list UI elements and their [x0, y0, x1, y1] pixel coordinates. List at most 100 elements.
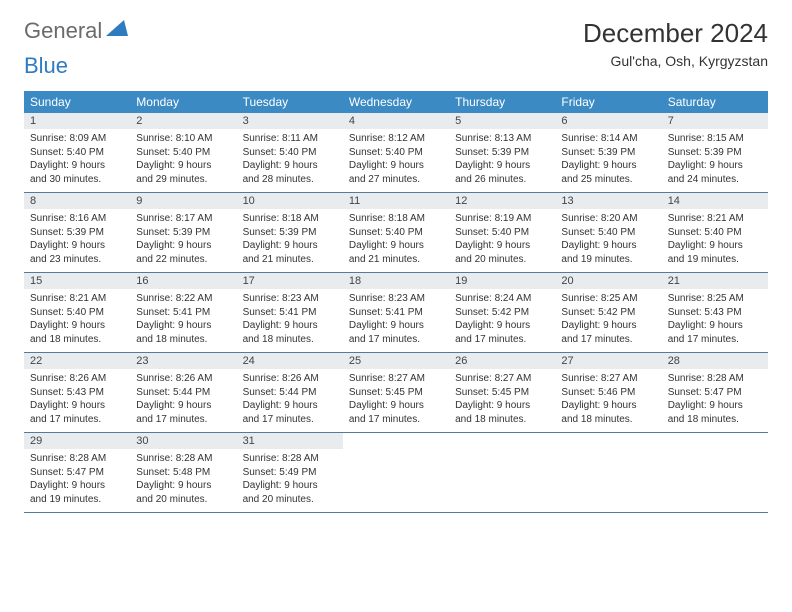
calendar-day-cell: 12Sunrise: 8:19 AMSunset: 5:40 PMDayligh…: [449, 193, 555, 273]
day-details: Sunrise: 8:26 AMSunset: 5:43 PMDaylight:…: [24, 369, 130, 432]
day-details: Sunrise: 8:17 AMSunset: 5:39 PMDaylight:…: [130, 209, 236, 272]
day-number: 4: [343, 113, 449, 129]
day-number: 9: [130, 193, 236, 209]
day-details: Sunrise: 8:19 AMSunset: 5:40 PMDaylight:…: [449, 209, 555, 272]
logo-triangle-icon: [106, 20, 128, 43]
day-number: 16: [130, 273, 236, 289]
day-header: Friday: [555, 91, 661, 113]
day-details: Sunrise: 8:14 AMSunset: 5:39 PMDaylight:…: [555, 129, 661, 192]
day-details: Sunrise: 8:18 AMSunset: 5:39 PMDaylight:…: [237, 209, 343, 272]
day-details: Sunrise: 8:28 AMSunset: 5:47 PMDaylight:…: [24, 449, 130, 512]
day-number: 10: [237, 193, 343, 209]
day-details: Sunrise: 8:24 AMSunset: 5:42 PMDaylight:…: [449, 289, 555, 352]
day-number: 31: [237, 433, 343, 449]
calendar-week-row: 1Sunrise: 8:09 AMSunset: 5:40 PMDaylight…: [24, 113, 768, 193]
day-details: Sunrise: 8:28 AMSunset: 5:47 PMDaylight:…: [662, 369, 768, 432]
calendar-day-cell: 5Sunrise: 8:13 AMSunset: 5:39 PMDaylight…: [449, 113, 555, 193]
day-number: 15: [24, 273, 130, 289]
calendar-day-cell: 14Sunrise: 8:21 AMSunset: 5:40 PMDayligh…: [662, 193, 768, 273]
day-details: Sunrise: 8:25 AMSunset: 5:43 PMDaylight:…: [662, 289, 768, 352]
calendar-day-cell: 16Sunrise: 8:22 AMSunset: 5:41 PMDayligh…: [130, 273, 236, 353]
calendar-day-cell: 8Sunrise: 8:16 AMSunset: 5:39 PMDaylight…: [24, 193, 130, 273]
calendar-day-cell: 25Sunrise: 8:27 AMSunset: 5:45 PMDayligh…: [343, 353, 449, 433]
day-header: Wednesday: [343, 91, 449, 113]
calendar-day-cell: 10Sunrise: 8:18 AMSunset: 5:39 PMDayligh…: [237, 193, 343, 273]
day-details: Sunrise: 8:26 AMSunset: 5:44 PMDaylight:…: [130, 369, 236, 432]
day-header: Monday: [130, 91, 236, 113]
day-details: Sunrise: 8:11 AMSunset: 5:40 PMDaylight:…: [237, 129, 343, 192]
day-details: Sunrise: 8:28 AMSunset: 5:49 PMDaylight:…: [237, 449, 343, 512]
calendar-body: 1Sunrise: 8:09 AMSunset: 5:40 PMDaylight…: [24, 113, 768, 513]
day-header: Tuesday: [237, 91, 343, 113]
day-number: 25: [343, 353, 449, 369]
day-number: 27: [555, 353, 661, 369]
calendar-day-cell: 6Sunrise: 8:14 AMSunset: 5:39 PMDaylight…: [555, 113, 661, 193]
calendar-day-cell: 15Sunrise: 8:21 AMSunset: 5:40 PMDayligh…: [24, 273, 130, 353]
day-number: 29: [24, 433, 130, 449]
calendar-day-cell: 23Sunrise: 8:26 AMSunset: 5:44 PMDayligh…: [130, 353, 236, 433]
calendar-day-cell: 19Sunrise: 8:24 AMSunset: 5:42 PMDayligh…: [449, 273, 555, 353]
day-details: Sunrise: 8:22 AMSunset: 5:41 PMDaylight:…: [130, 289, 236, 352]
logo-text-blue: Blue: [24, 53, 768, 79]
calendar-day-cell: 2Sunrise: 8:10 AMSunset: 5:40 PMDaylight…: [130, 113, 236, 193]
calendar-table: Sunday Monday Tuesday Wednesday Thursday…: [24, 91, 768, 513]
day-header: Sunday: [24, 91, 130, 113]
day-details: Sunrise: 8:27 AMSunset: 5:46 PMDaylight:…: [555, 369, 661, 432]
day-details: Sunrise: 8:23 AMSunset: 5:41 PMDaylight:…: [343, 289, 449, 352]
day-number: 24: [237, 353, 343, 369]
calendar-day-cell: 9Sunrise: 8:17 AMSunset: 5:39 PMDaylight…: [130, 193, 236, 273]
day-number: 26: [449, 353, 555, 369]
calendar-week-row: 8Sunrise: 8:16 AMSunset: 5:39 PMDaylight…: [24, 193, 768, 273]
day-number: 7: [662, 113, 768, 129]
day-details: Sunrise: 8:27 AMSunset: 5:45 PMDaylight:…: [343, 369, 449, 432]
calendar-week-row: 29Sunrise: 8:28 AMSunset: 5:47 PMDayligh…: [24, 433, 768, 513]
day-number: 14: [662, 193, 768, 209]
day-details: Sunrise: 8:16 AMSunset: 5:39 PMDaylight:…: [24, 209, 130, 272]
day-number: 17: [237, 273, 343, 289]
day-header-row: Sunday Monday Tuesday Wednesday Thursday…: [24, 91, 768, 113]
day-number: 30: [130, 433, 236, 449]
logo-text-general: General: [24, 18, 102, 44]
day-details: Sunrise: 8:10 AMSunset: 5:40 PMDaylight:…: [130, 129, 236, 192]
day-details: Sunrise: 8:15 AMSunset: 5:39 PMDaylight:…: [662, 129, 768, 192]
calendar-day-cell: 24Sunrise: 8:26 AMSunset: 5:44 PMDayligh…: [237, 353, 343, 433]
calendar-day-cell: 7Sunrise: 8:15 AMSunset: 5:39 PMDaylight…: [662, 113, 768, 193]
day-details: Sunrise: 8:25 AMSunset: 5:42 PMDaylight:…: [555, 289, 661, 352]
calendar-day-cell: 1Sunrise: 8:09 AMSunset: 5:40 PMDaylight…: [24, 113, 130, 193]
calendar-day-cell: 18Sunrise: 8:23 AMSunset: 5:41 PMDayligh…: [343, 273, 449, 353]
day-number: 6: [555, 113, 661, 129]
calendar-day-cell: 20Sunrise: 8:25 AMSunset: 5:42 PMDayligh…: [555, 273, 661, 353]
day-number: 1: [24, 113, 130, 129]
calendar-day-cell: 3Sunrise: 8:11 AMSunset: 5:40 PMDaylight…: [237, 113, 343, 193]
calendar-day-cell: 31Sunrise: 8:28 AMSunset: 5:49 PMDayligh…: [237, 433, 343, 513]
calendar-day-cell: 13Sunrise: 8:20 AMSunset: 5:40 PMDayligh…: [555, 193, 661, 273]
day-header: Thursday: [449, 91, 555, 113]
day-details: Sunrise: 8:13 AMSunset: 5:39 PMDaylight:…: [449, 129, 555, 192]
day-number: 20: [555, 273, 661, 289]
day-number: 18: [343, 273, 449, 289]
day-number: 19: [449, 273, 555, 289]
day-details: Sunrise: 8:23 AMSunset: 5:41 PMDaylight:…: [237, 289, 343, 352]
day-number: 13: [555, 193, 661, 209]
day-details: Sunrise: 8:26 AMSunset: 5:44 PMDaylight:…: [237, 369, 343, 432]
calendar-week-row: 22Sunrise: 8:26 AMSunset: 5:43 PMDayligh…: [24, 353, 768, 433]
day-number: 11: [343, 193, 449, 209]
day-number: 3: [237, 113, 343, 129]
calendar-day-cell: 29Sunrise: 8:28 AMSunset: 5:47 PMDayligh…: [24, 433, 130, 513]
day-details: Sunrise: 8:18 AMSunset: 5:40 PMDaylight:…: [343, 209, 449, 272]
day-details: Sunrise: 8:21 AMSunset: 5:40 PMDaylight:…: [24, 289, 130, 352]
calendar-day-cell: 27Sunrise: 8:27 AMSunset: 5:46 PMDayligh…: [555, 353, 661, 433]
calendar-day-cell: 28Sunrise: 8:28 AMSunset: 5:47 PMDayligh…: [662, 353, 768, 433]
calendar-day-cell: [449, 433, 555, 513]
calendar-day-cell: 11Sunrise: 8:18 AMSunset: 5:40 PMDayligh…: [343, 193, 449, 273]
calendar-day-cell: 21Sunrise: 8:25 AMSunset: 5:43 PMDayligh…: [662, 273, 768, 353]
day-number: 28: [662, 353, 768, 369]
logo: General: [24, 18, 130, 44]
day-number: 5: [449, 113, 555, 129]
calendar-day-cell: 30Sunrise: 8:28 AMSunset: 5:48 PMDayligh…: [130, 433, 236, 513]
day-number: 22: [24, 353, 130, 369]
day-details: Sunrise: 8:27 AMSunset: 5:45 PMDaylight:…: [449, 369, 555, 432]
calendar-day-cell: [662, 433, 768, 513]
day-details: Sunrise: 8:28 AMSunset: 5:48 PMDaylight:…: [130, 449, 236, 512]
day-details: Sunrise: 8:20 AMSunset: 5:40 PMDaylight:…: [555, 209, 661, 272]
